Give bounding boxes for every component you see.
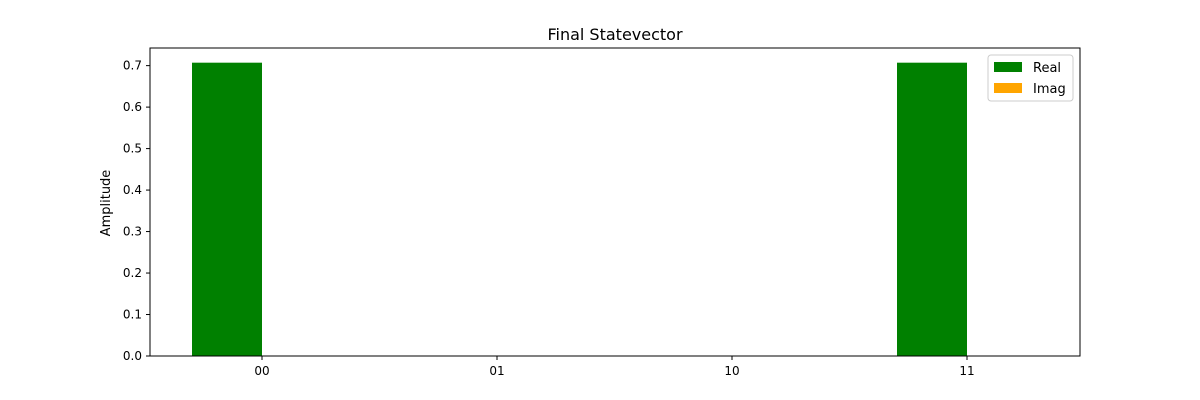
bar-real-11 bbox=[897, 62, 967, 356]
x-axis: 00 01 10 11 bbox=[254, 356, 975, 378]
legend-label-real: Real bbox=[1033, 61, 1061, 76]
y-tick-label: 0.4 bbox=[123, 183, 142, 197]
x-tick-label: 10 bbox=[724, 364, 739, 378]
y-tick-label: 0.3 bbox=[123, 225, 142, 239]
legend-label-imag: Imag bbox=[1033, 82, 1066, 97]
chart-title: Final Statevector bbox=[547, 25, 682, 44]
x-tick-label: 00 bbox=[254, 364, 269, 378]
y-tick-label: 0.7 bbox=[123, 59, 142, 73]
y-tick-label: 0.0 bbox=[123, 349, 142, 363]
y-tick-label: 0.6 bbox=[123, 100, 142, 114]
plot-frame bbox=[149, 47, 1081, 357]
x-tick-label: 01 bbox=[489, 364, 504, 378]
legend: Real Imag bbox=[987, 54, 1074, 102]
legend-swatch-real bbox=[994, 62, 1022, 72]
x-tick-label: 11 bbox=[959, 364, 974, 378]
y-tick-label: 0.1 bbox=[123, 308, 142, 322]
legend-swatch-imag bbox=[994, 83, 1022, 93]
bar-group bbox=[192, 62, 967, 356]
y-axis-label: Amplitude bbox=[99, 170, 114, 237]
bar-real-00 bbox=[192, 62, 262, 356]
y-axis: 0.0 0.1 0.2 0.3 0.4 0.5 0.6 0.7 bbox=[123, 59, 150, 363]
y-tick-label: 0.2 bbox=[123, 266, 142, 280]
y-tick-label: 0.5 bbox=[123, 142, 142, 156]
